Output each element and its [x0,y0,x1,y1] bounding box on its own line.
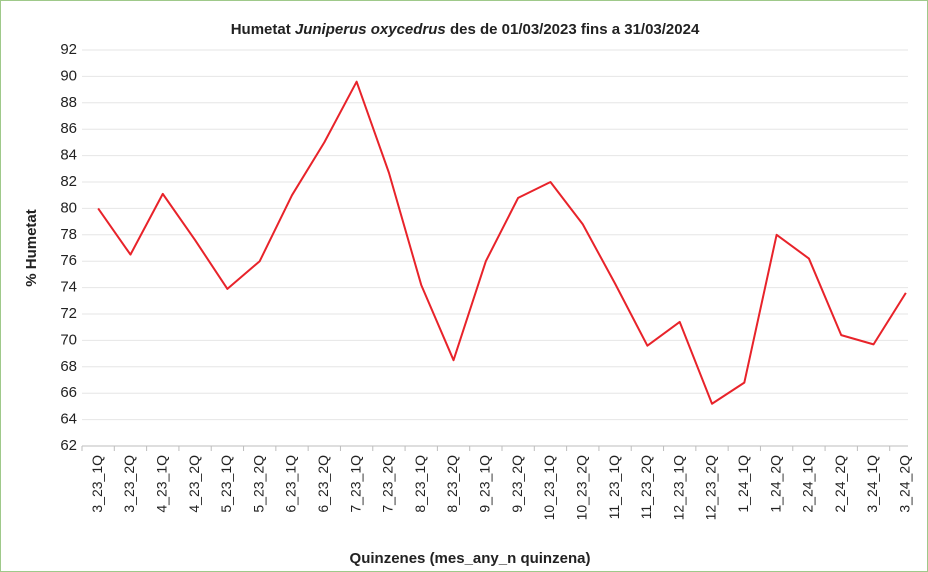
x-tick-label: 12_23_2Q [703,455,719,521]
x-tick-label: 2_24_2Q [832,455,848,513]
x-tick-label: 3_23_1Q [89,455,105,513]
x-tick-label: 9_23_2Q [509,455,525,513]
y-tick-label: 84 [60,147,77,164]
x-tick-label: 8_23_2Q [444,455,460,513]
y-tick-label: 74 [60,279,77,296]
x-tick-label: 2_24_1Q [800,455,816,513]
x-tick-label: 8_23_1Q [412,455,428,513]
chart-title: Humetat Juniperus oxycedrus des de 01/03… [231,21,700,38]
y-tick-label: 80 [60,199,77,216]
y-tick-label: 90 [60,67,77,84]
y-tick-label: 76 [60,252,77,269]
y-axis-title: % Humetat [23,209,40,287]
y-tick-label: 64 [60,411,77,428]
title-part: Juniperus oxycedrus [295,21,446,38]
title-part: Humetat [231,21,295,38]
x-tick-label: 5_23_1Q [218,455,234,513]
y-tick-label: 72 [60,305,77,322]
x-tick-label: 11_23_1Q [606,455,622,519]
y-tick-label: 86 [60,120,77,137]
x-axis-title: Quinzenes (mes_any_n quinzena) [350,550,591,567]
x-tick-label: 5_23_2Q [250,455,266,513]
x-tick-label: 7_23_1Q [347,455,363,513]
y-tick-label: 66 [60,384,77,401]
y-tick-label: 68 [60,358,77,375]
x-tick-label: 6_23_2Q [315,455,331,513]
x-tick-label: 7_23_2Q [380,455,396,513]
x-tick-label: 10_23_1Q [541,455,557,521]
x-tick-label: 1_24_2Q [767,455,783,513]
x-tick-label: 4_23_2Q [186,455,202,513]
x-tick-label: 9_23_1Q [477,455,493,513]
y-tick-label: 78 [60,226,77,243]
x-tick-label: 1_24_1Q [735,455,751,513]
x-tick-label: 3_24_1Q [864,455,880,513]
x-tick-label: 12_23_1Q [670,455,686,521]
x-tick-label: 3_24_2Q [897,455,913,513]
y-tick-label: 88 [60,94,77,111]
y-tick-label: 62 [60,437,77,454]
x-tick-label: 6_23_1Q [283,455,299,513]
plot [97,80,907,405]
y-tick-label: 82 [60,173,77,190]
data-line [97,80,907,405]
y-tick-label: 92 [60,41,77,58]
x-tick-label: 3_23_2Q [121,455,137,513]
x-tick-label: 4_23_1Q [153,455,169,513]
grid: 62 64 66 68 70 72 74 76 78 80 82 84 86 88 90 92 3_23_1Q 3… [60,41,912,520]
x-tick-label: 11_23_2Q [638,455,654,519]
y-tick-label: 70 [60,331,77,348]
x-tick-label: 10_23_2Q [573,455,589,521]
title-part: des de 01/03/2023 fins a 31/03/2024 [446,21,700,38]
